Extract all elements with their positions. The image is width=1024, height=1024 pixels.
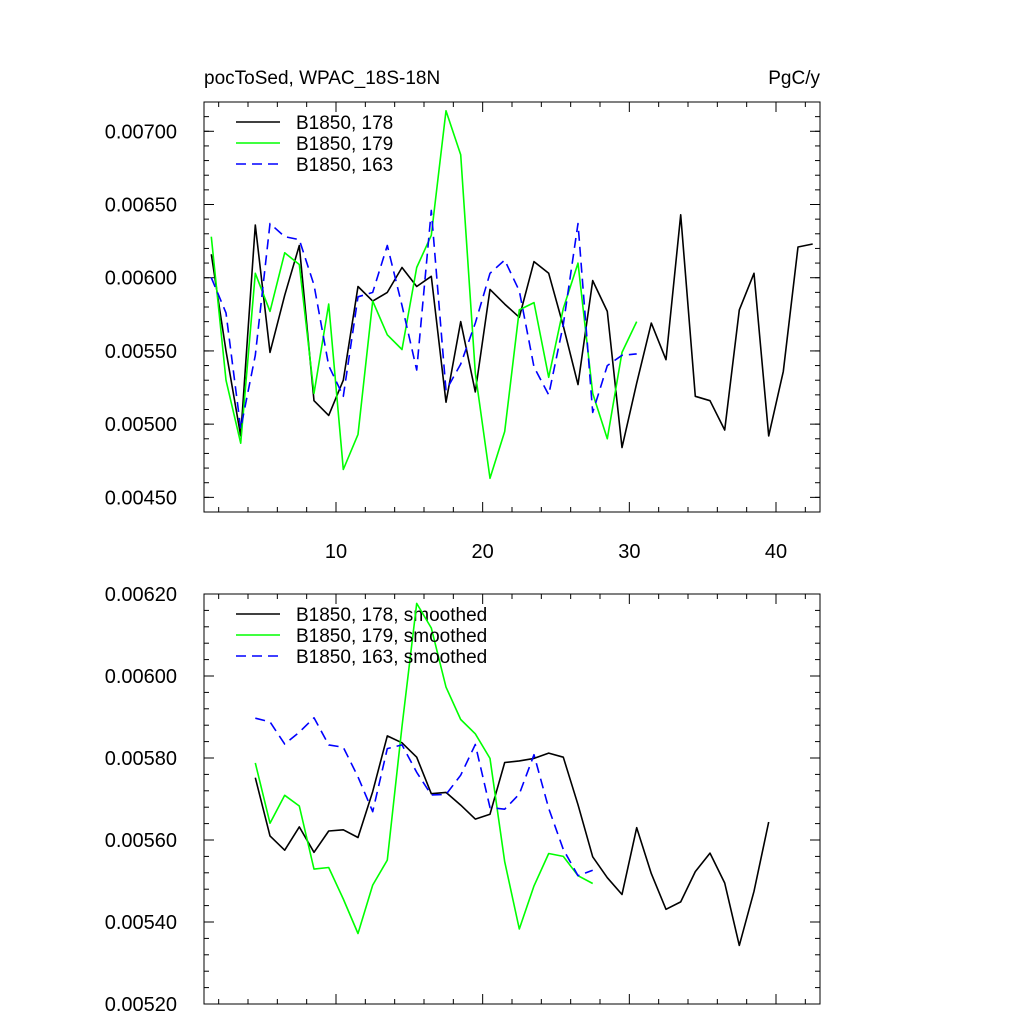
series-line-2 bbox=[254, 602, 594, 935]
legend-label: B1850, 163, smoothed bbox=[296, 647, 487, 668]
y-tick-label: 0.00450 bbox=[105, 487, 177, 509]
chart-title: pocToSed, WPAC_18S-18N bbox=[204, 68, 440, 89]
y-tick-label: 0.00600 bbox=[105, 268, 177, 290]
y-tick-label: 0.00550 bbox=[105, 341, 177, 363]
x-tick-label: 20 bbox=[472, 541, 494, 563]
y-tick-label: 0.00540 bbox=[105, 912, 177, 934]
y-tick-label: 0.00700 bbox=[105, 121, 177, 143]
series-line-1 bbox=[210, 214, 813, 449]
units-label: PgC/y bbox=[768, 68, 820, 89]
y-tick-label: 0.00500 bbox=[105, 414, 177, 436]
legend-label: B1850, 179 bbox=[296, 134, 393, 155]
series-line-3 bbox=[210, 209, 637, 430]
legend-label: B1850, 178 bbox=[296, 113, 393, 134]
y-tick-label: 0.00600 bbox=[105, 666, 177, 688]
y-tick-label: 0.00650 bbox=[105, 195, 177, 217]
y-tick-label: 0.00620 bbox=[105, 584, 177, 606]
series-line-2 bbox=[210, 110, 638, 480]
y-tick-label: 0.00580 bbox=[105, 748, 177, 770]
legend-label: B1850, 179, smoothed bbox=[296, 626, 487, 647]
legend-label: B1850, 178, smoothed bbox=[296, 605, 487, 626]
x-tick-label: 40 bbox=[765, 541, 787, 563]
y-tick-label: 0.00520 bbox=[105, 994, 177, 1016]
x-tick-label: 10 bbox=[325, 541, 347, 563]
top-panel: pocToSed, WPAC_18S-18N PgC/y 10 20 30 40 0.0… bbox=[105, 68, 821, 563]
series-line-3 bbox=[255, 716, 593, 877]
series-line-1 bbox=[254, 735, 770, 947]
legend-label: B1850, 163 bbox=[296, 155, 393, 176]
x-tick-label: 30 bbox=[618, 541, 640, 563]
y-tick-label: 0.00560 bbox=[105, 830, 177, 852]
bottom-panel: 0.00520 0.00540 0.00560 0.00580 0.00600 0.006… bbox=[105, 584, 821, 1016]
